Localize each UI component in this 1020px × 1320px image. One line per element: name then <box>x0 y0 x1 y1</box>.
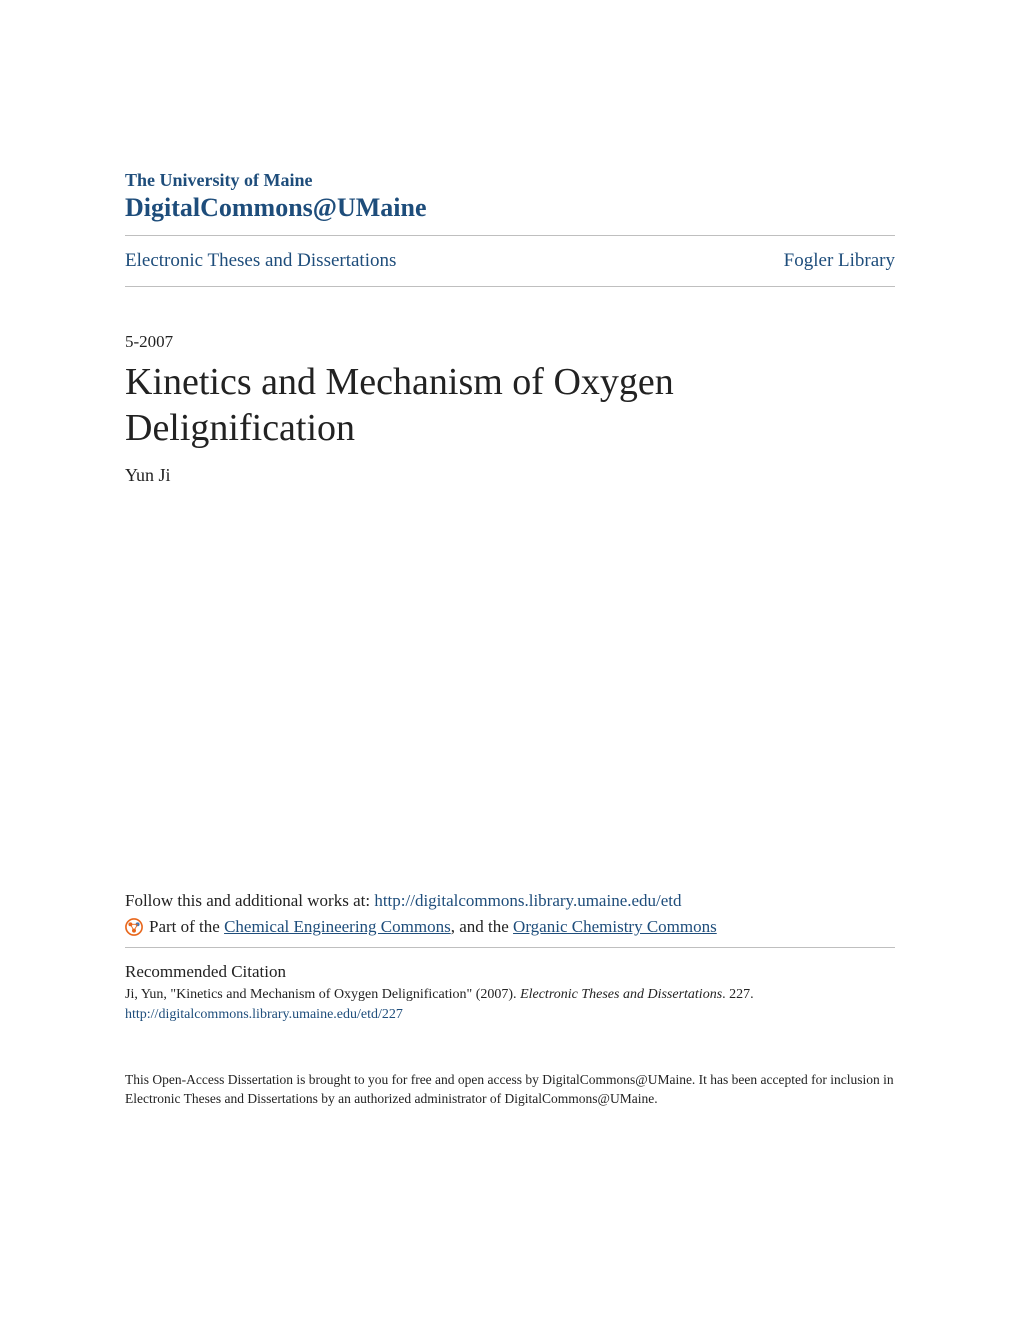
divider-citation <box>125 947 895 948</box>
partof-prefix: Part of the <box>149 917 224 936</box>
divider-top <box>125 235 895 236</box>
university-name[interactable]: The University of Maine <box>125 170 895 191</box>
commons-link-2[interactable]: Organic Chemistry Commons <box>513 917 717 936</box>
collection-link[interactable]: Electronic Theses and Dissertations <box>125 250 396 272</box>
citation-prefix: Ji, Yun, "Kinetics and Mechanism of Oxyg… <box>125 987 520 1002</box>
nav-row: Electronic Theses and Dissertations Fogl… <box>125 246 895 276</box>
follow-prefix: Follow this and additional works at: <box>125 891 374 910</box>
citation-url-link[interactable]: http://digitalcommons.library.umaine.edu… <box>125 1007 403 1022</box>
author-name: Yun Ji <box>125 465 895 486</box>
citation-text: Ji, Yun, "Kinetics and Mechanism of Oxyg… <box>125 986 895 1005</box>
commons-link-1[interactable]: Chemical Engineering Commons <box>224 917 451 936</box>
partof-middle: , and the <box>451 917 513 936</box>
citation-heading: Recommended Citation <box>125 962 895 982</box>
partof-text: Part of the Chemical Engineering Commons… <box>149 917 717 937</box>
paper-title: Kinetics and Mechanism of Oxygen Deligni… <box>125 360 895 451</box>
header-block: The University of Maine DigitalCommons@U… <box>125 170 895 223</box>
follow-line: Follow this and additional works at: htt… <box>125 891 895 911</box>
network-icon <box>125 918 143 936</box>
content-spacer <box>125 486 895 891</box>
partof-line: Part of the Chemical Engineering Commons… <box>125 917 895 937</box>
follow-url-link[interactable]: http://digitalcommons.library.umaine.edu… <box>374 891 681 910</box>
divider-nav <box>125 286 895 287</box>
library-link[interactable]: Fogler Library <box>784 250 895 272</box>
citation-suffix: . 227. <box>722 987 754 1002</box>
citation-series: Electronic Theses and Dissertations <box>520 987 722 1002</box>
publication-date: 5-2007 <box>125 332 895 352</box>
site-name[interactable]: DigitalCommons@UMaine <box>125 193 895 223</box>
footer-statement: This Open-Access Dissertation is brought… <box>125 1071 895 1109</box>
